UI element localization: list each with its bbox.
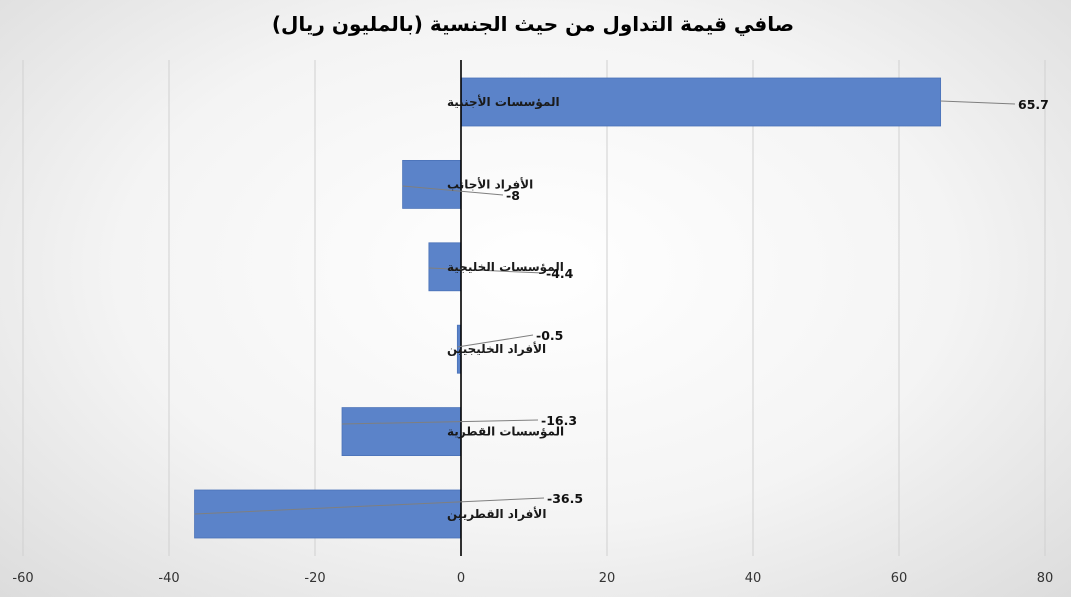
category-label: المؤسسات القطرية — [447, 425, 564, 440]
category-label: الأفراد القطريين — [447, 506, 546, 521]
category-label: المؤسسات الخليجية — [447, 260, 564, 275]
value-label: -0.5 — [536, 328, 563, 343]
leader-line — [457, 334, 534, 348]
bar — [428, 242, 462, 292]
x-tick-label: 40 — [745, 571, 762, 586]
value-label: -8 — [506, 188, 520, 203]
leader-line — [341, 419, 539, 425]
x-tick-label: -40 — [158, 571, 179, 586]
bar — [402, 159, 462, 209]
x-tick-label: -60 — [12, 571, 33, 586]
leader-line — [428, 267, 544, 274]
x-tick-label: 80 — [1037, 571, 1054, 586]
leader-line — [940, 100, 1016, 105]
value-label: -16.3 — [541, 413, 577, 428]
category-labels: المؤسسات الأجنبية الأفراد الأجانب المؤسسات… — [447, 94, 564, 521]
x-tick-label: 20 — [599, 571, 616, 586]
x-tick-label: -20 — [304, 571, 325, 586]
value-labels: 65.7 -8 -4.4 -0.5 -16.3 -36.5 — [506, 97, 1049, 506]
x-tick-label: 60 — [891, 571, 908, 586]
category-label: المؤسسات الأجنبية — [447, 94, 560, 110]
x-tick-label: 0 — [457, 571, 465, 586]
category-label: الأفراد الخليجيين — [447, 341, 546, 356]
bar — [341, 407, 462, 457]
chart-title: صافي قيمة التداول من حيث الجنسية (بالملي… — [272, 12, 794, 37]
leader-line — [194, 497, 545, 515]
x-axis-tick-labels: -60 -40 -20 0 20 40 60 80 — [12, 571, 1053, 586]
grid-lines — [22, 60, 1046, 556]
category-label: الأفراد الأجانب — [447, 176, 533, 191]
leader-lines — [194, 100, 1016, 515]
leader-line — [402, 185, 504, 196]
bar — [194, 489, 462, 539]
value-label: -4.4 — [546, 266, 574, 281]
value-label: 65.7 — [1018, 97, 1049, 112]
value-label: -36.5 — [547, 491, 583, 506]
bars — [194, 77, 942, 539]
